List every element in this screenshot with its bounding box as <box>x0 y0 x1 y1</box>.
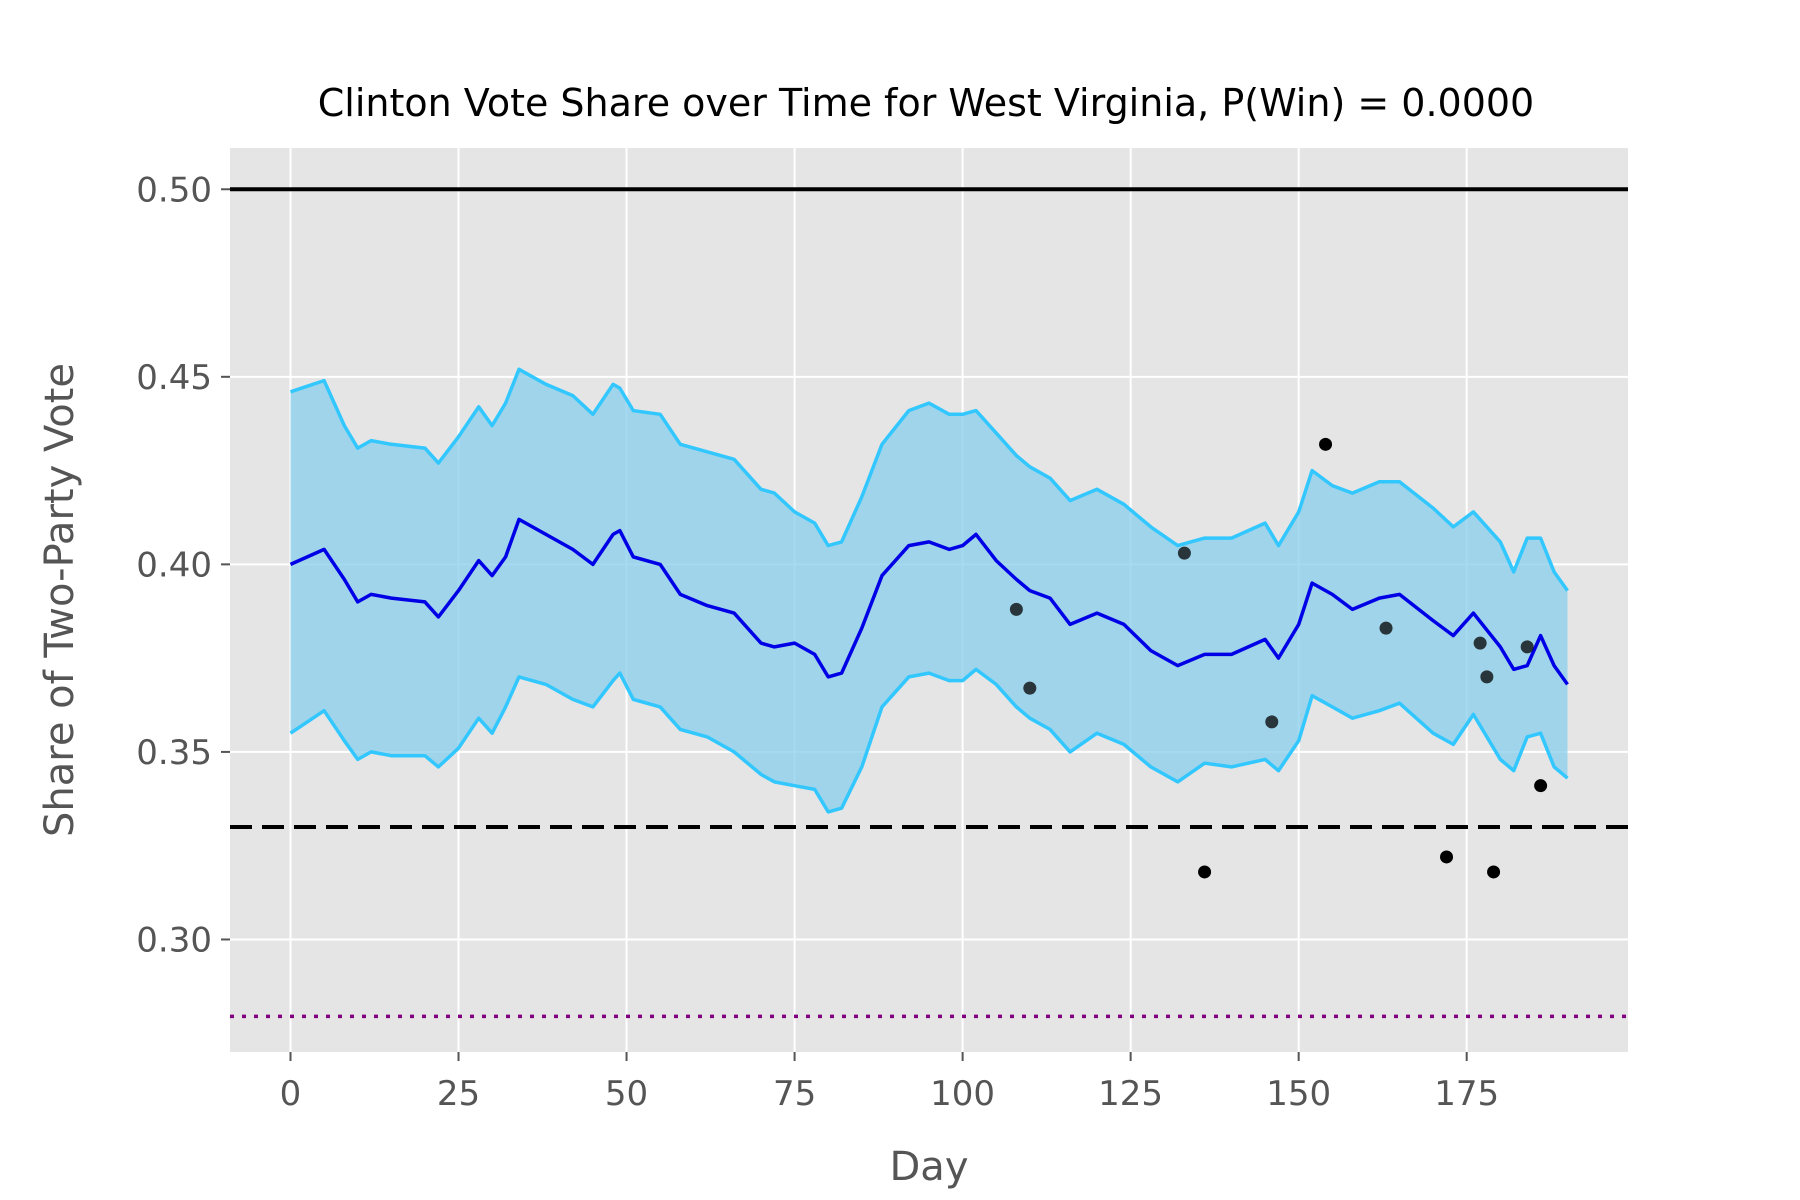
series-lines <box>289 367 1569 814</box>
x-tick-label-3: 75 <box>773 1074 816 1114</box>
y-axis-ticks: 0.30 0.35 0.40 0.45 0.50 <box>136 170 230 960</box>
poll-point-10 <box>1487 865 1501 879</box>
x-axis-ticks: 0 25 50 75 100 125 150 175 <box>280 1052 1499 1114</box>
poll-point-12 <box>1534 779 1548 793</box>
x-tick-label-7: 175 <box>1434 1074 1499 1114</box>
poll-point-1 <box>1023 681 1037 695</box>
x-axis-label: Day <box>890 1144 969 1190</box>
poll-points <box>1009 437 1548 879</box>
poll-point-8 <box>1473 636 1487 650</box>
y-tick-label-1: 0.35 <box>136 733 212 773</box>
poll-point-4 <box>1265 715 1279 729</box>
y-tick-label-3: 0.45 <box>136 358 212 398</box>
reference-lines <box>230 187 1628 1019</box>
mean-line <box>289 517 1569 686</box>
x-tick-label-2: 50 <box>605 1074 648 1114</box>
y-tick-label-4: 0.50 <box>136 170 212 210</box>
y-tick-label-2: 0.40 <box>136 545 212 585</box>
x-tick-label-1: 25 <box>437 1074 480 1114</box>
poll-point-11 <box>1520 640 1534 654</box>
poll-point-9 <box>1480 670 1494 684</box>
y-axis-label: Share of Two-Party Vote <box>37 363 83 837</box>
chart-title: Clinton Vote Share over Time for West Vi… <box>318 81 1535 125</box>
confidence-band-area <box>290 369 1568 812</box>
x-tick-label-0: 0 <box>280 1074 302 1114</box>
poll-point-0 <box>1009 602 1023 616</box>
x-tick-label-4: 100 <box>930 1074 995 1114</box>
upper-bound-line <box>289 367 1569 592</box>
x-tick-label-5: 125 <box>1098 1074 1163 1114</box>
confidence-band <box>290 369 1568 812</box>
y-tick-label-0: 0.30 <box>136 920 212 960</box>
poll-point-6 <box>1379 621 1393 635</box>
poll-point-2 <box>1177 546 1191 560</box>
poll-point-5 <box>1319 437 1333 451</box>
poll-point-3 <box>1198 865 1212 879</box>
lower-bound-line <box>289 667 1569 814</box>
x-tick-label-6: 150 <box>1266 1074 1331 1114</box>
poll-point-7 <box>1440 850 1454 864</box>
